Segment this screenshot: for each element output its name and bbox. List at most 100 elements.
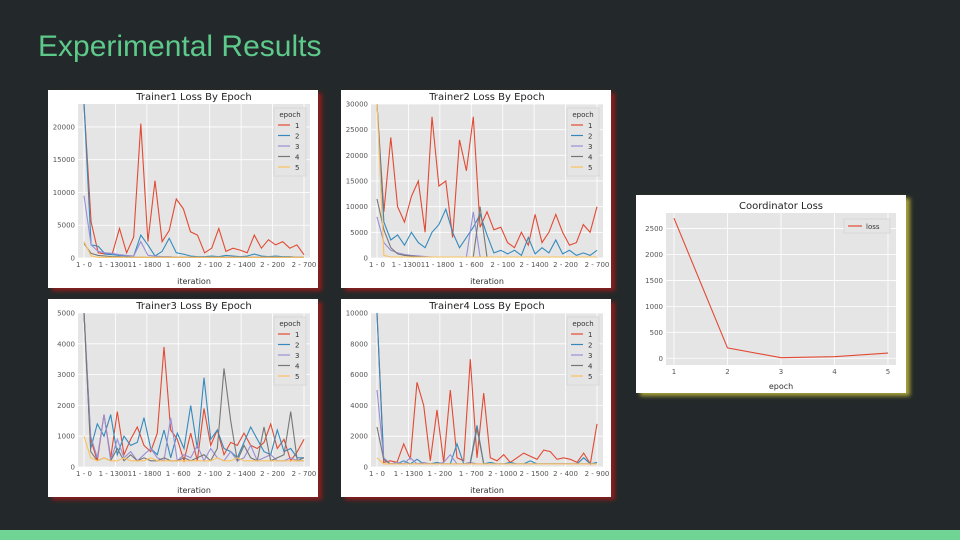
legend-label: 4: [588, 363, 593, 371]
legend-label: 2: [588, 133, 592, 141]
x-tick-label: 1 - 600: [459, 261, 484, 269]
series-line-4: [83, 313, 305, 463]
y-tick-label: 20000: [346, 152, 368, 160]
legend-label: 4: [295, 154, 300, 162]
x-tick-label: 1 - 1800: [425, 261, 454, 269]
x-tick-label: 1 - 13001: [392, 261, 426, 269]
y-tick-label: 6000: [350, 371, 368, 379]
x-tick-label: 2: [725, 368, 729, 376]
series-line-1: [376, 104, 598, 249]
y-tick-label: 0: [659, 355, 663, 363]
x-tick-label: 1 - 700: [459, 470, 484, 478]
y-tick-label: 4000: [350, 402, 368, 410]
y-tick-label: 10000: [346, 310, 368, 318]
series-line-loss: [673, 217, 889, 359]
legend-box: [273, 316, 307, 386]
x-tick-label: 2 - 200: [260, 470, 285, 478]
y-tick-label: 20000: [53, 123, 75, 131]
y-tick-label: 2500: [645, 225, 663, 233]
y-tick-label: 15000: [346, 178, 368, 186]
x-tick-label: 2 - 200: [260, 261, 285, 269]
y-tick-label: 25000: [346, 126, 368, 134]
series-line-5: [83, 241, 304, 258]
legend-label: 1: [588, 122, 592, 130]
y-tick-label: 1500: [645, 277, 663, 285]
x-tick-label: 2 - 1000: [488, 470, 517, 478]
y-tick-label: 1000: [645, 303, 663, 311]
x-tick-label: 2 - 700: [585, 261, 610, 269]
x-tick-label: 2 - 400: [553, 470, 578, 478]
trainer1-chart: 0 5000 10000 15000 20000 1 - 0 1 - 13001 1 - 18…: [48, 90, 318, 288]
x-tick-label: 2 - 100: [197, 470, 222, 478]
chart-title: Trainer4 Loss By Epoch: [428, 301, 545, 312]
legend-label: 3: [588, 352, 592, 360]
x-axis-label: iteration: [177, 486, 211, 495]
y-tick-label: 0: [364, 464, 368, 472]
legend-label: 3: [295, 143, 299, 151]
x-tick-label: 2 - 1500: [520, 470, 549, 478]
x-tick-label: 1 - 600: [166, 261, 191, 269]
legend-label: 2: [295, 133, 299, 141]
x-tick-label: 1 - 0: [369, 470, 385, 478]
y-tick-label: 2000: [645, 251, 663, 259]
x-tick-label: 1 - 200: [427, 470, 452, 478]
trainer2-chart: 0 5000 10000 15000 20000 25000 30000 1 - 0 1 - 1…: [341, 90, 611, 288]
legend-label: 4: [588, 154, 593, 162]
chart-title: Trainer1 Loss By Epoch: [135, 92, 252, 103]
legend-box: [843, 218, 891, 234]
x-tick-label: 5: [886, 368, 890, 376]
legend-box: [566, 316, 600, 386]
legend-label: 1: [295, 122, 299, 130]
legend-label: 3: [295, 352, 299, 360]
series-line-5: [83, 436, 304, 462]
plot-area: [371, 313, 603, 467]
x-tick-label: 3: [779, 368, 783, 376]
plot-area: [78, 104, 310, 258]
series-line-3: [83, 313, 304, 463]
y-tick-label: 5000: [57, 222, 75, 230]
y-tick-label: 10000: [53, 189, 75, 197]
legend-label: 2: [295, 342, 299, 350]
chart-svg: 0 5000 10000 15000 20000 25000 30000 1 - 0 1 - 1…: [346, 92, 610, 286]
x-tick-label: 1 - 600: [166, 470, 191, 478]
legend-label: 4: [295, 363, 300, 371]
y-tick-label: 30000: [346, 101, 368, 109]
slide-title: Experimental Results: [38, 30, 322, 63]
series-line-2: [376, 104, 598, 257]
x-axis-label: epoch: [769, 382, 793, 391]
x-tick-label: 1 - 0: [76, 261, 92, 269]
x-tick-label: 2 - 1400: [520, 261, 549, 269]
x-tick-label: 2 - 1400: [227, 261, 256, 269]
y-tick-label: 500: [650, 329, 663, 337]
series-line-5: [376, 457, 597, 465]
chart-title: Coordinator Loss: [739, 201, 823, 212]
y-tick-label: 3000: [57, 371, 75, 379]
y-tick-label: 0: [71, 255, 75, 263]
chart-svg: 0 500 1000 1500 2000 2500 1 2 3 4 5 Coordinator Los…: [645, 201, 896, 391]
chart-svg: 0 2000 4000 6000 8000 10000 1 - 0 1 - 1300 1 - 2…: [346, 301, 610, 495]
trainer3-chart: 0 1000 2000 3000 4000 5000 1 - 0 1 - 13001 1 - 1…: [48, 299, 318, 497]
y-tick-label: 10000: [346, 203, 368, 211]
coordinator-loss-chart: 0 500 1000 1500 2000 2500 1 2 3 4 5 Coordinator Los…: [636, 195, 906, 393]
chart-svg: 0 5000 10000 15000 20000 1 - 0 1 - 13001 1 - 18…: [53, 92, 317, 286]
legend-label: 2: [588, 342, 592, 350]
x-tick-label: 1 - 1300: [394, 470, 423, 478]
y-tick-label: 2000: [57, 402, 75, 410]
x-axis-label: iteration: [470, 486, 504, 495]
y-tick-label: 0: [364, 255, 368, 263]
x-axis-label: iteration: [177, 277, 211, 286]
series-line-1: [83, 313, 305, 463]
legend-title: epoch: [279, 320, 300, 328]
x-tick-label: 2 - 1400: [227, 470, 256, 478]
x-tick-label: 2 - 900: [585, 470, 610, 478]
x-tick-label: 1 - 13001: [99, 261, 133, 269]
series-line-2: [83, 104, 304, 258]
x-tick-label: 2 - 200: [553, 261, 578, 269]
legend-label: 3: [588, 143, 592, 151]
x-tick-label: 2 - 700: [292, 470, 317, 478]
x-tick-label: 1 - 0: [76, 470, 92, 478]
series-line-1: [376, 313, 598, 466]
legend-box: [273, 107, 307, 177]
x-tick-label: 2 - 100: [197, 261, 222, 269]
chart-title: Trainer3 Loss By Epoch: [135, 301, 252, 312]
